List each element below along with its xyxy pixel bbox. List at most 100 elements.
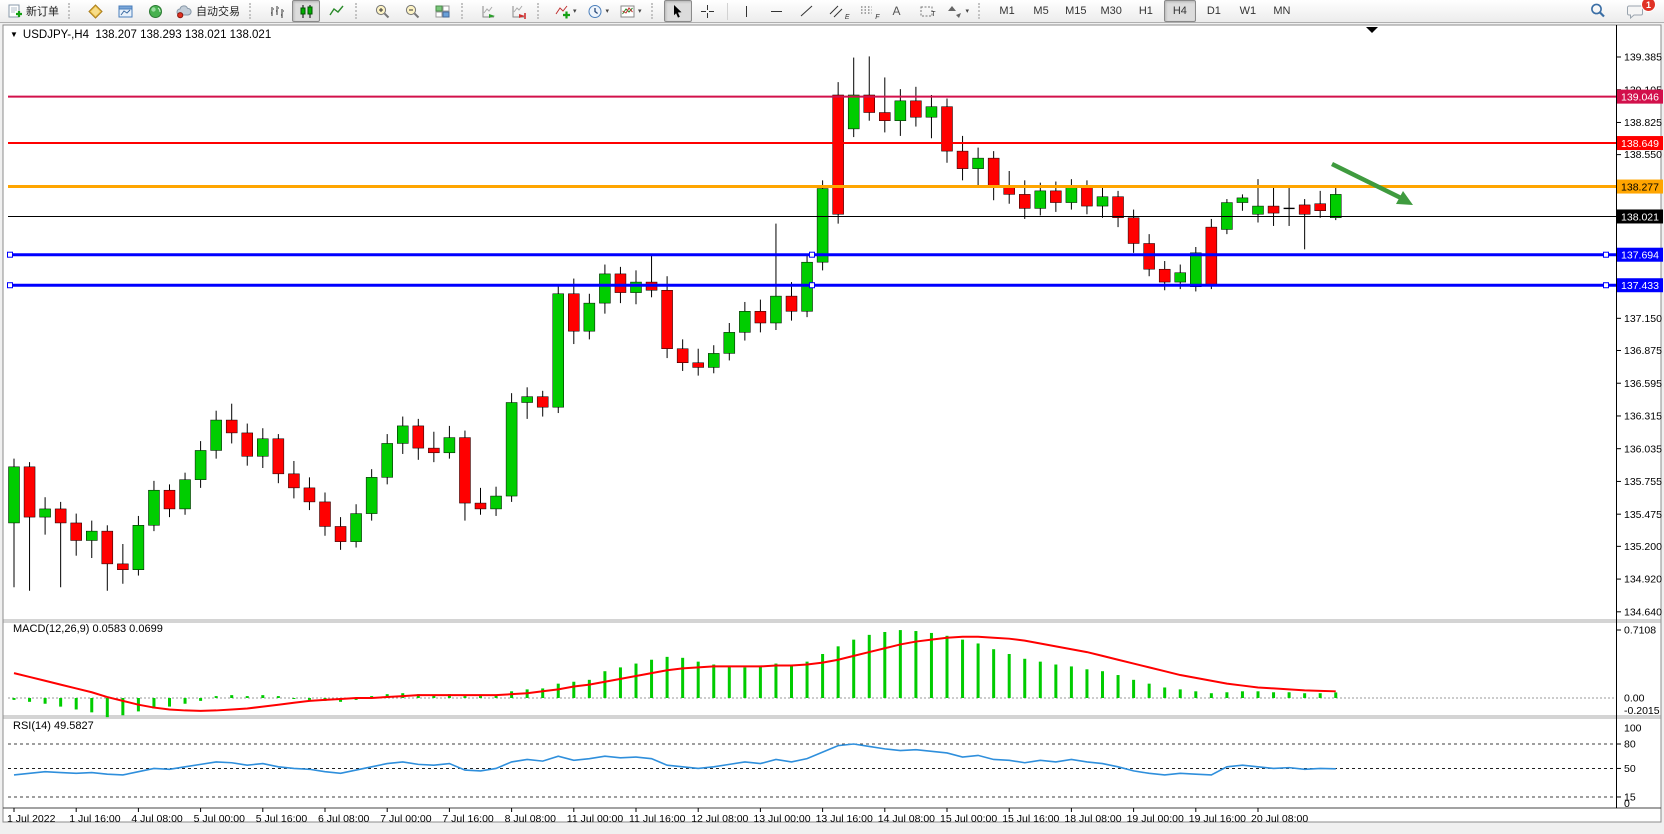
price-chart[interactable]: 139.385139.105138.825138.550137.150136.8… bbox=[0, 24, 1664, 834]
timeframe-m30-button[interactable]: M30 bbox=[1100, 5, 1122, 17]
chart-shift-button[interactable] bbox=[504, 0, 532, 22]
candle bbox=[1298, 204, 1311, 215]
macd-histogram-bar bbox=[1334, 692, 1338, 698]
timeframe-m15-button[interactable]: M15 bbox=[1065, 5, 1087, 17]
macd-histogram-bar bbox=[821, 653, 825, 698]
date-label: 11 Jul 16:00 bbox=[629, 813, 686, 825]
equidistant-channel-tool-button[interactable]: E bbox=[823, 0, 851, 22]
line-chart-icon bbox=[328, 3, 345, 20]
date-label: 11 Jul 00:00 bbox=[567, 813, 624, 825]
price-label: 137.433 bbox=[1621, 280, 1659, 292]
zoom-in-icon bbox=[374, 3, 391, 20]
horizontal-line-tool-button[interactable] bbox=[763, 0, 791, 22]
timeframe-mn-button[interactable]: MN bbox=[1273, 5, 1291, 17]
macd-histogram-bar bbox=[681, 657, 685, 698]
price-tick-label: 138.550 bbox=[1624, 149, 1662, 161]
date-label: 8 Jul 08:00 bbox=[505, 813, 557, 825]
price-label-box bbox=[1617, 247, 1663, 262]
candle bbox=[552, 293, 564, 408]
autotrading-button[interactable]: 自动交易 bbox=[171, 0, 244, 22]
chevron-down-icon: ▾ bbox=[573, 8, 577, 15]
text-tool-button[interactable]: A bbox=[883, 0, 911, 22]
price-label: 138.649 bbox=[1621, 138, 1659, 150]
green-sphere-icon bbox=[147, 3, 164, 20]
vertical-line-tool-button[interactable] bbox=[733, 0, 761, 22]
timeframe-w1-button[interactable]: W1 bbox=[1239, 5, 1257, 17]
macd-histogram-bar bbox=[12, 698, 16, 700]
tile-windows-button[interactable] bbox=[428, 0, 456, 22]
macd-histogram-bar bbox=[774, 663, 778, 698]
macd-histogram-bar bbox=[43, 698, 47, 704]
timeframe-d1-button[interactable]: D1 bbox=[1206, 5, 1221, 17]
price-tick-label: 138.825 bbox=[1624, 117, 1662, 129]
macd-histogram-bar bbox=[618, 667, 622, 698]
price-label: 139.046 bbox=[1621, 91, 1659, 103]
macd-histogram-bar bbox=[1023, 658, 1027, 698]
chart-shift-marker[interactable] bbox=[1366, 27, 1378, 33]
candle bbox=[397, 425, 409, 444]
macd-histogram-bar bbox=[976, 643, 980, 698]
new-chart-button[interactable] bbox=[111, 0, 139, 22]
timeframe-h1-button[interactable]: H1 bbox=[1138, 5, 1153, 17]
candle bbox=[1034, 190, 1047, 209]
auto-scroll-button[interactable] bbox=[474, 0, 502, 22]
signals-button[interactable] bbox=[141, 0, 169, 22]
candle bbox=[583, 302, 596, 332]
zoom-in-button[interactable] bbox=[368, 0, 396, 22]
chart-window-icon bbox=[117, 3, 134, 20]
market-watch-button[interactable] bbox=[81, 0, 109, 22]
macd-histogram-bar bbox=[961, 639, 965, 698]
fibonacci-tool-button[interactable]: F bbox=[853, 0, 881, 22]
trend-arrow[interactable] bbox=[1331, 161, 1402, 201]
candle bbox=[179, 479, 191, 510]
timeframe-m5-button[interactable]: M5 bbox=[1033, 5, 1049, 17]
candle bbox=[1252, 205, 1264, 215]
zoom-out-button[interactable] bbox=[398, 0, 426, 22]
line-handle[interactable] bbox=[1603, 251, 1609, 258]
candle bbox=[459, 437, 471, 504]
macd-histogram-bar bbox=[168, 698, 171, 707]
line-chart-button[interactable] bbox=[322, 0, 350, 22]
line-handle[interactable] bbox=[7, 251, 13, 258]
bar-chart-button[interactable] bbox=[262, 0, 290, 22]
macd-indicator-label: MACD(12,26,9) 0.0583 0.0699 bbox=[13, 623, 163, 635]
candle bbox=[879, 112, 891, 121]
line-handle[interactable] bbox=[1603, 282, 1609, 289]
indicators-button[interactable]: ▾ bbox=[550, 0, 581, 22]
macd-axis-min: -0.2015 bbox=[1624, 705, 1660, 717]
timeframe-h4-button[interactable]: H4 bbox=[1163, 0, 1196, 22]
candle bbox=[894, 100, 907, 121]
search-button[interactable] bbox=[1584, 0, 1612, 22]
date-label: 18 Jul 08:00 bbox=[1064, 813, 1121, 825]
candle bbox=[443, 437, 456, 454]
date-label: 19 Jul 00:00 bbox=[1127, 813, 1184, 825]
templates-button[interactable]: ▾ bbox=[615, 0, 646, 22]
line-handle[interactable] bbox=[809, 282, 815, 289]
chart-shift-icon bbox=[510, 3, 527, 20]
trendline-icon bbox=[798, 3, 815, 20]
line-handle[interactable] bbox=[7, 282, 13, 289]
cursor-button[interactable] bbox=[663, 0, 692, 22]
price-label-box bbox=[1617, 179, 1663, 194]
candle bbox=[210, 419, 222, 451]
periods-button[interactable]: ▾ bbox=[583, 0, 614, 22]
crosshair-button[interactable] bbox=[694, 0, 722, 22]
shapes-arrows-button[interactable]: ▾ bbox=[943, 0, 974, 22]
text-label-icon bbox=[918, 3, 935, 20]
text-label-tool-button[interactable]: T bbox=[913, 0, 941, 22]
candle bbox=[86, 530, 98, 541]
line-handle[interactable] bbox=[809, 251, 815, 258]
date-label: 5 Jul 00:00 bbox=[194, 813, 246, 825]
zoom-out-icon bbox=[404, 3, 421, 20]
macd-histogram-bar bbox=[1132, 679, 1136, 698]
timeframe-m1-button[interactable]: M1 bbox=[999, 5, 1015, 17]
chart-menu-triangle-icon[interactable]: ▼ bbox=[10, 30, 18, 39]
new-order-button[interactable]: 新订单 bbox=[3, 0, 63, 22]
macd-name: MACD(12,26,9) bbox=[13, 623, 90, 635]
notifications-button[interactable]: 1 bbox=[1621, 0, 1656, 22]
trend-arrow-head[interactable] bbox=[1396, 191, 1413, 205]
macd-histogram-bar bbox=[650, 659, 654, 698]
macd-histogram-bar bbox=[1303, 693, 1307, 698]
candlestick-chart-button[interactable] bbox=[292, 0, 320, 22]
trendline-tool-button[interactable] bbox=[793, 0, 821, 22]
